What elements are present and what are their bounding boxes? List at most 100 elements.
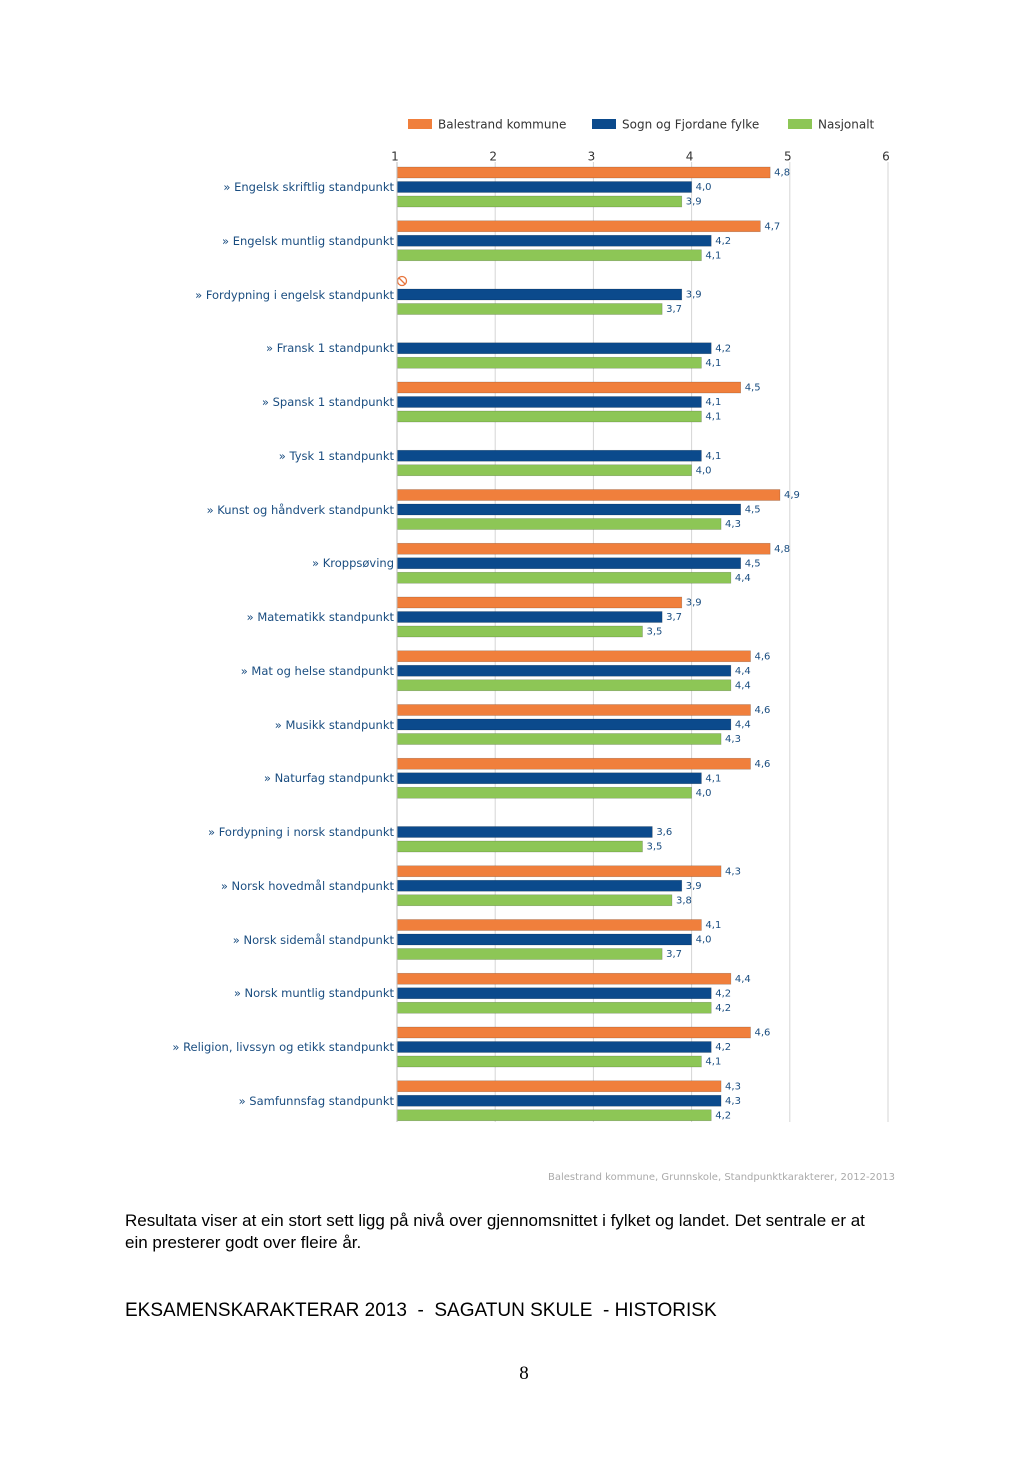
category-label-box: » Naturfag standpunkt (264, 771, 394, 785)
value-label: 4,6 (755, 705, 771, 716)
value-label: 4,2 (715, 1110, 731, 1121)
category-label: » Kunst og håndverk standpunkt (206, 502, 394, 517)
bar (396, 611, 663, 623)
category-label: » Norsk muntlig standpunkt (233, 986, 394, 1001)
bar (396, 356, 702, 369)
legend-swatch (788, 119, 812, 129)
bar (396, 772, 702, 785)
category-label-box: » Matematikk standpunkt (247, 610, 394, 624)
bar (396, 948, 663, 960)
bar (396, 879, 683, 892)
value-label: 4,4 (735, 680, 751, 691)
category-label: » Engelsk muntlig standpunkt (222, 233, 394, 248)
category-label: » Fordypning i norsk standpunkt (208, 825, 394, 839)
value-label: 4,6 (755, 759, 771, 770)
bar (396, 972, 732, 985)
category-label-box: » Norsk muntlig standpunkt (233, 986, 394, 1001)
bar (396, 503, 742, 516)
bar (396, 1055, 702, 1068)
value-label: 4,4 (735, 573, 751, 584)
value-label: 4,3 (725, 866, 741, 877)
category-label: » Tysk 1 standpunkt (278, 448, 394, 463)
bar (396, 396, 702, 408)
value-label: 3,7 (666, 612, 682, 623)
bar (396, 1001, 712, 1014)
category-label-box: » Fransk 1 standpunkt (266, 341, 394, 356)
bar (396, 518, 722, 530)
bar (396, 1041, 712, 1053)
bar (396, 303, 663, 315)
value-label: 4,5 (745, 558, 761, 569)
category-label-box: » Tysk 1 standpunkt (278, 448, 394, 463)
category-label-box: » Religion, livssyn og etikk standpunkt (172, 1040, 394, 1054)
value-label: 4,1 (705, 412, 721, 423)
category-label-box: » Norsk sidemål standpunkt (233, 933, 394, 947)
value-label: 4,1 (705, 451, 721, 462)
chart-source: Balestrand kommune, Grunnskole, Standpun… (548, 1172, 895, 1183)
value-label: 4,1 (705, 358, 721, 369)
category-label-box: » Samfunnsfag standpunkt (239, 1094, 394, 1108)
value-label: 3,9 (686, 598, 702, 609)
value-label: 3,5 (647, 842, 663, 853)
x-tick-label: 5 (784, 150, 792, 164)
value-label: 3,7 (666, 304, 682, 315)
paragraph: Resultata viser at ein stort sett ligg p… (125, 1211, 865, 1252)
category-label-box: » Norsk hovedmål standpunkt (221, 879, 394, 893)
category-label-box: » Mat og helse standpunkt (241, 664, 394, 678)
bar (396, 381, 742, 394)
bar (396, 557, 742, 570)
value-label: 4,4 (735, 666, 751, 677)
value-label: 4,2 (715, 236, 731, 247)
category-label-box: » Spansk 1 standpunkt (262, 395, 394, 409)
value-label: 3,5 (647, 627, 663, 638)
legend-swatch (408, 119, 432, 129)
category-label-box: » Kroppsøving (312, 556, 394, 571)
category-label: » Kroppsøving (312, 556, 394, 571)
value-label: 3,9 (686, 197, 702, 208)
value-label: 4,0 (696, 788, 712, 799)
value-label: 3,9 (686, 290, 702, 301)
bar (396, 449, 702, 462)
bar (396, 865, 722, 878)
value-label: 4,1 (705, 250, 721, 261)
value-label: 3,8 (676, 895, 692, 906)
legend-label: Nasjonalt (818, 118, 875, 132)
x-tick-label: 2 (489, 150, 497, 164)
bar (396, 664, 732, 677)
bar (396, 894, 673, 907)
category-label-box: » Fordypning i norsk standpunkt (208, 825, 394, 839)
value-label: 3,9 (686, 881, 702, 892)
bar (396, 342, 712, 355)
value-label: 4,3 (725, 1081, 741, 1092)
value-label: 4,2 (715, 1042, 731, 1053)
value-label: 4,3 (725, 1096, 741, 1107)
bar (396, 181, 692, 193)
value-label: 4,9 (784, 490, 800, 501)
value-label: 3,7 (666, 949, 682, 960)
no-data-icon (396, 275, 408, 287)
x-tick-label: 6 (882, 150, 890, 164)
legend-swatch (592, 119, 616, 129)
bar (396, 220, 761, 233)
value-label: 4,5 (745, 383, 761, 394)
value-label: 4,7 (764, 221, 780, 232)
category-label-box: » Fordypning i engelsk standpunkt (195, 288, 394, 302)
bar (396, 410, 702, 423)
value-label: 4,1 (705, 773, 721, 784)
value-label: 4,2 (715, 343, 731, 354)
value-label: 4,0 (696, 935, 712, 946)
category-label: » Fransk 1 standpunkt (266, 341, 394, 356)
bar (396, 1080, 722, 1093)
bar (396, 234, 712, 247)
bar (396, 1026, 751, 1039)
bar (396, 733, 722, 745)
value-label: 4,2 (715, 988, 731, 999)
value-label: 4,6 (755, 1028, 771, 1039)
bar (396, 987, 712, 1000)
x-tick-label: 4 (686, 150, 694, 164)
value-label: 4,2 (715, 1003, 731, 1014)
value-label: 4,1 (705, 1057, 721, 1068)
value-label: 4,8 (774, 168, 790, 179)
bar (396, 166, 771, 179)
